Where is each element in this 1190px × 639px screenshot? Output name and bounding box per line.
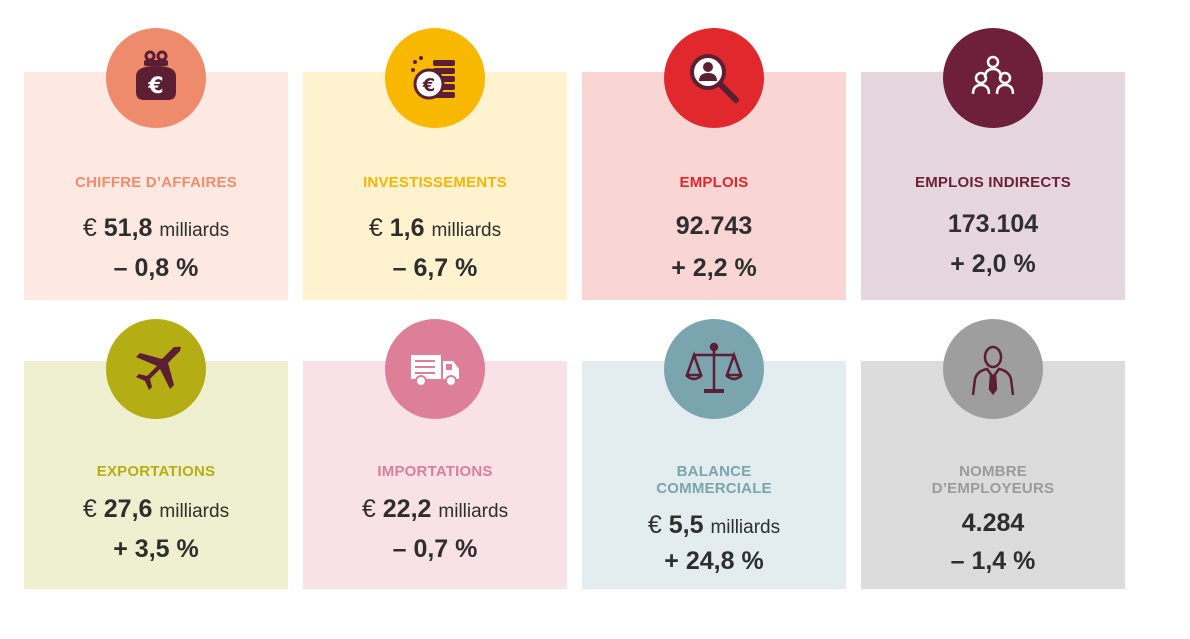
card-change: – 1,4 % [950, 547, 1036, 575]
value-unit: milliards [710, 517, 781, 538]
card-title: IMPORTATIONS [377, 463, 493, 480]
currency-symbol: € [82, 214, 97, 242]
card-importations: IMPORTATIONS € 22,2 milliards – 0,7 % [303, 319, 567, 589]
airplane-icon [106, 319, 206, 419]
card-value: € 51,8 milliards [24, 214, 288, 243]
value-number: 1,6 [389, 214, 425, 242]
card-change: + 2,0 % [950, 250, 1036, 278]
card-exportations: EXPORTATIONS € 27,6 milliards + 3,5 % [24, 319, 288, 589]
card-balance-commerciale: BALANCE COMMERCIALE € 5,5 milliards + 24… [582, 319, 846, 589]
currency-symbol: € [368, 214, 383, 242]
card-change: + 3,5 % [113, 535, 199, 563]
value-number: 92.743 [675, 212, 753, 240]
truck-icon [385, 319, 485, 419]
card-value: 92.743 [582, 212, 846, 241]
magnifier-person-icon [664, 28, 764, 128]
value-number: 22,2 [382, 495, 432, 523]
card-change: + 24,8 % [664, 547, 764, 575]
card-value: 173.104 [861, 210, 1125, 239]
value-number: 173.104 [947, 210, 1039, 238]
currency-symbol: € [82, 495, 97, 523]
value-number: 4.284 [961, 509, 1025, 537]
svg-text:€: € [422, 75, 436, 96]
card-value: € 22,2 milliards [303, 495, 567, 524]
value-unit: milliards [431, 220, 502, 241]
card-change: – 0,7 % [392, 535, 478, 563]
card-title: BALANCE COMMERCIALE [656, 463, 772, 497]
card-value: € 1,6 milliards [303, 214, 567, 243]
card-title: EMPLOIS INDIRECTS [915, 174, 1071, 191]
employer-icon [943, 319, 1043, 419]
card-nombre-employeurs: NOMBRE D’EMPLOYEURS 4.284 – 1,4 % [861, 319, 1125, 589]
value-unit: milliards [159, 501, 230, 522]
card-change: – 0,8 % [113, 254, 199, 282]
coins-euro-icon: € [385, 28, 485, 128]
card-value: 4.284 [861, 509, 1125, 538]
value-number: 27,6 [103, 495, 153, 523]
card-emplois-indirects: EMPLOIS INDIRECTS 173.104 + 2,0 % [861, 28, 1125, 300]
card-emplois: EMPLOIS 92.743 + 2,2 % [582, 28, 846, 300]
card-title: CHIFFRE D’AFFAIRES [75, 174, 237, 191]
card-title: NOMBRE D’EMPLOYEURS [931, 463, 1055, 497]
value-unit: milliards [438, 501, 509, 522]
scales-icon [664, 319, 764, 419]
card-title: EMPLOIS [679, 174, 749, 191]
currency-symbol: € [361, 495, 376, 523]
card-investissements: € INVESTISSEMENTS € 1,6 milliards – 6,7 … [303, 28, 567, 300]
card-change: – 6,7 % [392, 254, 478, 282]
value-number: 51,8 [103, 214, 153, 242]
card-chiffre-affaires: € CHIFFRE D’AFFAIRES € 51,8 milliards – … [24, 28, 288, 300]
card-title: INVESTISSEMENTS [363, 174, 507, 191]
card-value: € 27,6 milliards [24, 495, 288, 524]
card-change: + 2,2 % [671, 254, 757, 282]
currency-symbol: € [647, 511, 662, 539]
people-group-icon [943, 28, 1043, 128]
svg-text:€: € [147, 74, 163, 99]
card-title: EXPORTATIONS [96, 463, 216, 480]
value-number: 5,5 [668, 511, 704, 539]
value-unit: milliards [159, 220, 230, 241]
purse-euro-icon: € [106, 28, 206, 128]
card-value: € 5,5 milliards [582, 511, 846, 540]
